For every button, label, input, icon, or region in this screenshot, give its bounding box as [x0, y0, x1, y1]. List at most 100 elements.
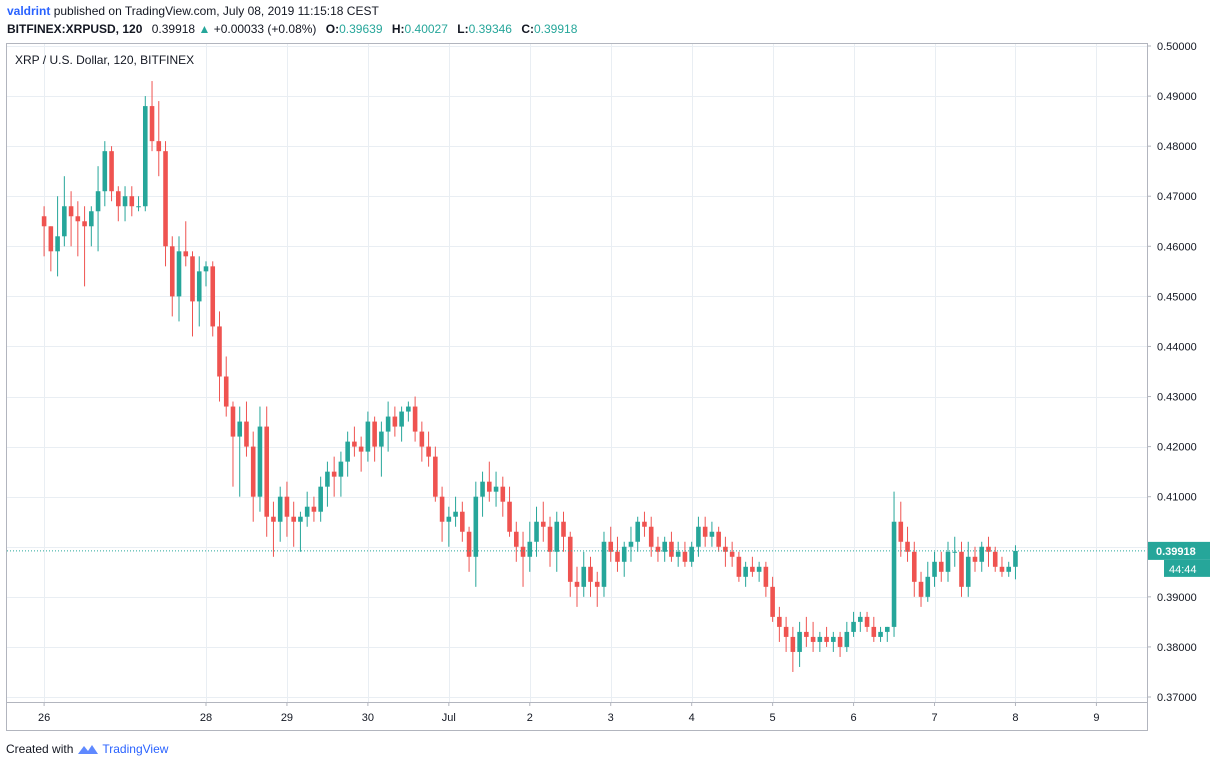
candle-body [68, 206, 74, 217]
candle-body [858, 616, 863, 622]
candle-body [911, 551, 917, 582]
time-tick-label: 28 [200, 712, 212, 724]
candle-body [723, 546, 728, 552]
candle-body [905, 541, 910, 552]
candles [41, 81, 1018, 672]
candle-body [507, 501, 512, 532]
candle-body [1013, 550, 1018, 567]
candle-body [925, 576, 931, 597]
candle-body [48, 226, 54, 252]
candle-body [554, 521, 560, 552]
open-label: O: [325, 22, 340, 36]
candle-body [500, 486, 506, 502]
candle-body [190, 256, 195, 302]
candle-body [777, 616, 782, 627]
price-tick-label: 0.45000 [1157, 291, 1197, 303]
candle-body [426, 446, 431, 457]
candle-body [534, 521, 539, 542]
price-axis[interactable]: 0.370000.380000.390000.400000.410000.420… [1147, 41, 1197, 704]
candle-body [196, 271, 202, 302]
candle-body [871, 626, 877, 637]
candle-body [932, 561, 937, 577]
candle-body [385, 416, 391, 432]
high-label: H: [391, 22, 405, 36]
time-tick-label: 2 [527, 712, 533, 724]
candle-body [824, 636, 829, 642]
candle-body [864, 616, 870, 627]
candle-body [102, 151, 108, 192]
candle-body [237, 421, 243, 437]
time-axis[interactable]: 26 28 29 30 Jul 2 3 4 5 6 7 8 9 [38, 702, 1099, 724]
candle-body [972, 556, 978, 562]
candle-body [136, 206, 141, 208]
candle-body [878, 631, 883, 637]
candle-body [82, 221, 87, 227]
candle-body [540, 521, 546, 527]
candle-body [669, 541, 674, 557]
current-price-tag-bg [1148, 541, 1210, 560]
candle-body [480, 481, 485, 497]
candle-body [986, 546, 991, 552]
candle-body [851, 621, 856, 632]
candle-body [372, 421, 377, 447]
author-name[interactable]: valdrint [7, 4, 51, 18]
candle-body [399, 411, 404, 427]
price-tick-label: 0.42000 [1157, 442, 1197, 454]
candle-body [770, 586, 775, 617]
time-tick-label: Jul [442, 712, 456, 724]
last-price: 0.39918 [151, 22, 196, 36]
candle-body [331, 471, 337, 477]
candle-body [95, 191, 101, 212]
candle-body [601, 541, 607, 587]
high-value: 0.40027 [404, 22, 448, 36]
candle-body [1006, 566, 1012, 572]
candle-body [129, 196, 135, 207]
candle-body [244, 421, 249, 447]
candle-body [176, 251, 182, 297]
countdown-tag-bg [1164, 559, 1210, 577]
candle-body [716, 531, 721, 547]
candle-body [122, 196, 128, 207]
candle-body [513, 531, 519, 547]
current-price-tag-text: 0.39918 [1156, 546, 1196, 558]
candle-body [149, 106, 155, 142]
candle-body [75, 216, 81, 222]
candle-body [277, 496, 283, 522]
candle-body [419, 431, 425, 447]
candle-body [55, 236, 60, 252]
candle-body [608, 541, 614, 552]
candle-body [594, 581, 600, 587]
candle-body [433, 456, 438, 497]
tradingview-brand-text: TradingView [102, 742, 169, 756]
candle-body [520, 546, 526, 557]
candle-body [163, 151, 168, 247]
candle-body [392, 416, 398, 427]
candle-body [797, 631, 802, 652]
price-tick-label: 0.43000 [1157, 392, 1197, 404]
candle-body [230, 406, 236, 437]
time-tick-label: 5 [770, 712, 776, 724]
candle-body [810, 636, 816, 642]
open-value: 0.39639 [339, 22, 383, 36]
candle-body [581, 566, 587, 587]
candle-body [567, 536, 573, 582]
candle-body [116, 191, 121, 207]
candle-body [648, 526, 654, 547]
candle-body [655, 546, 661, 552]
tradingview-link[interactable]: TradingView [77, 742, 168, 756]
candle-body [109, 151, 114, 192]
price-tick-label: 0.38000 [1157, 642, 1197, 654]
candle-body [156, 141, 162, 152]
published-text: published on TradingView.com, July 08, 2… [53, 4, 379, 18]
candle-body [628, 541, 634, 547]
candle-body [561, 521, 566, 537]
tradingview-logo-icon [78, 745, 99, 754]
candle-body [365, 421, 371, 452]
candle-body [675, 551, 681, 557]
candle-body [257, 426, 263, 497]
price-tick-label: 0.50000 [1157, 41, 1197, 53]
candle-body [352, 441, 357, 447]
time-tick-label: 7 [931, 712, 937, 724]
candle-body [891, 521, 897, 627]
